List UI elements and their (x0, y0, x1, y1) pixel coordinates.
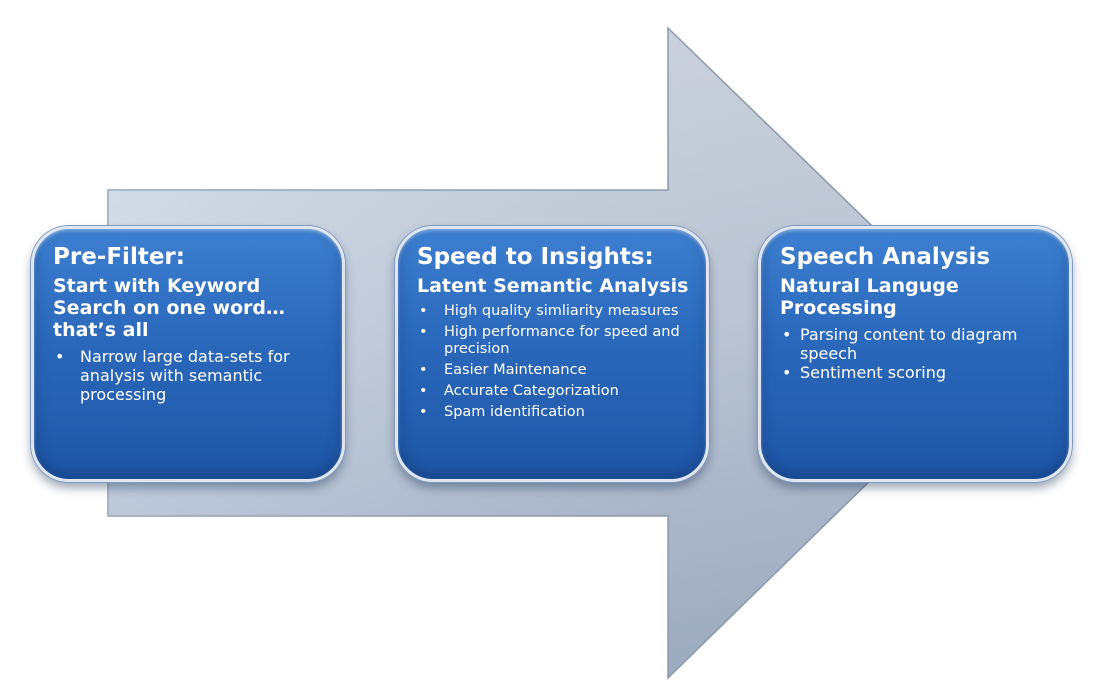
stage-title: Pre-Filter: (53, 244, 185, 270)
bullet-text: Narrow large data-sets for analysis with… (80, 347, 290, 404)
stage-subtitle: Latent Semantic Analysis (417, 275, 689, 297)
bullet-icon: • (782, 363, 792, 382)
stage-subtitle: Start with Keyword Search on one word…th… (53, 275, 286, 341)
stage-speed-to-insights: Speed to Insights: Latent Semantic Analy… (395, 226, 709, 482)
list-item: • High performance for speed and precisio… (417, 324, 698, 358)
stage-bullet-list: • Narrow large data-sets for analysis wit… (53, 347, 334, 404)
bullet-text: Parsing content to diagram speech (800, 325, 1018, 363)
stage-bullet-list: • Parsing content to diagram speech • Sent… (780, 325, 1061, 382)
bullet-text: Easier Maintenance (444, 362, 587, 378)
bullet-icon: • (419, 324, 428, 340)
bullet-icon: • (419, 303, 428, 319)
bullet-icon: • (419, 362, 428, 378)
bullet-text: High quality simliarity measures (444, 303, 679, 319)
stage-speech-analysis: Speech Analysis Natural Languge Processi… (758, 226, 1072, 482)
bullet-text: Spam identification (444, 404, 585, 420)
stage-pre-filter: Pre-Filter: Start with Keyword Search on… (31, 226, 345, 482)
bullet-icon: • (782, 325, 792, 344)
bullet-icon: • (419, 404, 428, 420)
list-item: • Sentiment scoring (780, 363, 1061, 382)
stage-title: Speed to Insights: (417, 244, 654, 270)
stage-bullet-list: • High quality simliarity measures • High … (417, 303, 698, 421)
list-item: • High quality simliarity measures (417, 303, 698, 320)
bullet-text: Sentiment scoring (800, 363, 947, 382)
list-item: • Spam identification (417, 404, 698, 421)
list-item: • Accurate Categorization (417, 383, 698, 400)
bullet-icon: • (419, 383, 428, 399)
list-item: • Easier Maintenance (417, 362, 698, 379)
stage-title: Speech Analysis (780, 244, 991, 270)
bullet-icon: • (55, 347, 65, 366)
list-item: • Narrow large data-sets for analysis wit… (53, 347, 334, 404)
bullet-text: Accurate Categorization (444, 383, 619, 399)
stage-subtitle: Natural Languge Processing (780, 275, 959, 319)
list-item: • Parsing content to diagram speech (780, 325, 1061, 363)
bullet-text: High performance for speed and precision (444, 324, 680, 357)
